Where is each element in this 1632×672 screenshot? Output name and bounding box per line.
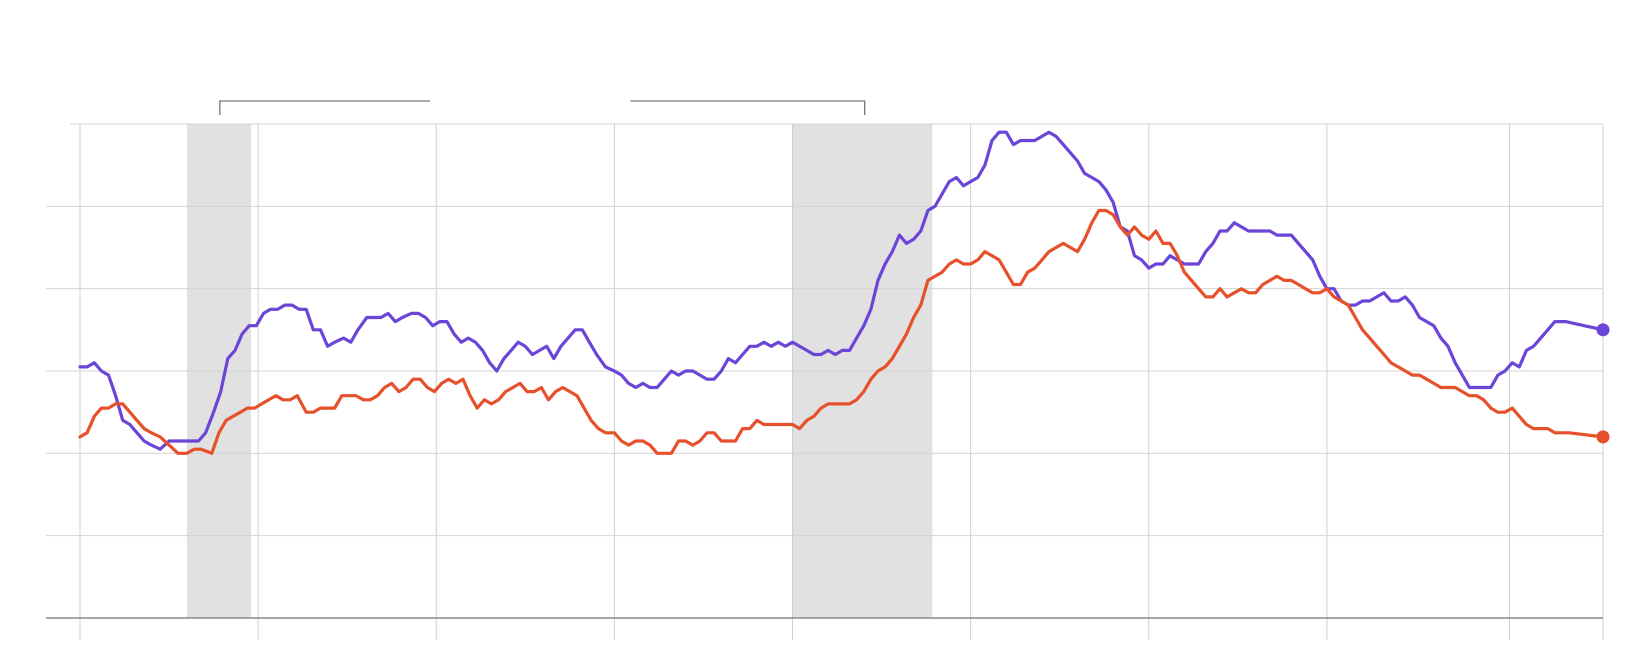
series-lines <box>78 130 1605 455</box>
horizontal-gridlines <box>46 123 1603 619</box>
series-line-1 <box>78 130 1605 451</box>
period-brackets <box>219 100 866 115</box>
vertical-gridlines <box>79 124 1604 640</box>
series-end-markers <box>1596 323 1610 444</box>
series-end-marker-2 <box>1596 430 1610 444</box>
period-bracket-1 <box>219 100 431 115</box>
series-line-2 <box>78 208 1605 455</box>
series-end-marker-1 <box>1596 323 1610 337</box>
period-bracket-2 <box>630 100 866 115</box>
